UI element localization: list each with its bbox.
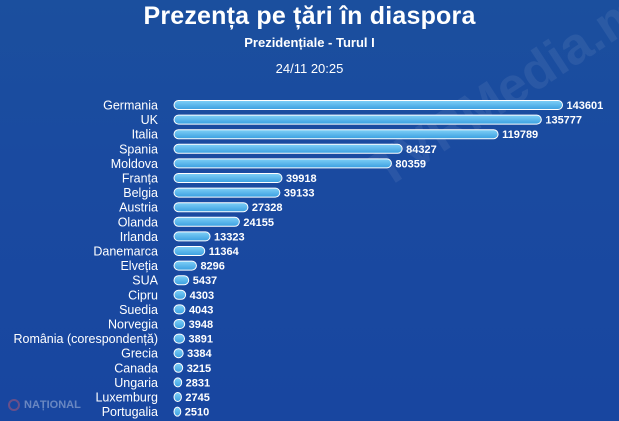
- category-label: Germania: [103, 99, 158, 113]
- category-label: Canada: [114, 361, 158, 375]
- category-label: Suedia: [119, 303, 158, 317]
- bar: [173, 100, 564, 110]
- category-label: UK: [141, 113, 159, 127]
- bar: [173, 114, 542, 125]
- value-label: 39918: [286, 173, 317, 185]
- bar: [173, 348, 184, 359]
- value-label: 11364: [209, 246, 240, 258]
- broadcaster-logo: NAȚIONAL: [8, 399, 81, 411]
- value-label: 80359: [395, 158, 426, 170]
- category-label: Norvegia: [108, 318, 158, 332]
- value-label: 2745: [185, 392, 209, 404]
- bar: [173, 392, 182, 402]
- bar: [173, 333, 186, 344]
- value-label: 2831: [186, 377, 210, 389]
- logo-icon: [8, 399, 20, 411]
- value-label: 143601: [567, 100, 604, 112]
- value-label: 4043: [189, 304, 213, 316]
- chart-title: Prezența pe țări în diaspora: [143, 2, 476, 30]
- value-label: 3215: [187, 363, 211, 375]
- category-label: Franța: [122, 172, 158, 186]
- category-label: Elveția: [120, 259, 158, 273]
- value-label: 4303: [190, 290, 214, 302]
- value-label: 2510: [185, 407, 209, 419]
- bar: [173, 202, 249, 213]
- bar: [173, 362, 184, 373]
- category-label: Irlanda: [120, 230, 158, 244]
- bar: [173, 304, 186, 315]
- value-label: 13323: [214, 231, 245, 243]
- category-label: Italia: [132, 128, 158, 142]
- bar: [173, 129, 499, 140]
- category-label: Portugalia: [102, 405, 158, 419]
- timestamp: 24/11 20:25: [275, 61, 344, 76]
- value-label: 3891: [189, 334, 213, 346]
- bar: [173, 231, 211, 242]
- category-label: Ungaria: [114, 376, 158, 390]
- category-label: Austria: [119, 201, 158, 215]
- category-label: Moldova: [111, 157, 158, 171]
- value-label: 8296: [200, 261, 224, 273]
- category-label: Cipru: [128, 288, 158, 302]
- bar: [173, 158, 392, 169]
- category-label: Olanda: [118, 215, 158, 229]
- value-label: 39133: [284, 188, 315, 200]
- bar: [173, 143, 403, 154]
- category-label: Danemarca: [93, 245, 158, 259]
- value-label: 27328: [252, 202, 283, 214]
- bar: [173, 319, 186, 329]
- category-label: Luxemburg: [95, 391, 158, 405]
- category-label: Belgia: [123, 186, 158, 200]
- value-label: 135777: [545, 115, 582, 127]
- bar: [173, 216, 240, 227]
- category-label: România (corespondență): [13, 332, 158, 346]
- value-label: 84327: [406, 144, 437, 156]
- bar: [173, 406, 182, 417]
- bar: [173, 246, 206, 256]
- bar: [173, 377, 183, 388]
- value-label: 3384: [187, 348, 212, 360]
- value-label: 24155: [243, 217, 274, 229]
- value-label: 5437: [193, 275, 217, 287]
- bar: [173, 275, 190, 286]
- value-label: 3948: [189, 319, 213, 331]
- value-label: 119789: [502, 129, 538, 141]
- bar: [173, 260, 197, 271]
- logo-text: NAȚIONAL: [24, 399, 81, 411]
- category-label: Grecia: [121, 347, 158, 361]
- category-label: SUA: [132, 274, 158, 288]
- bar: [173, 289, 187, 300]
- category-label: Spania: [119, 142, 158, 156]
- bar: [173, 187, 281, 198]
- chart-subtitle: Prezidențiale - Turul I: [244, 35, 375, 50]
- bar: [173, 173, 283, 183]
